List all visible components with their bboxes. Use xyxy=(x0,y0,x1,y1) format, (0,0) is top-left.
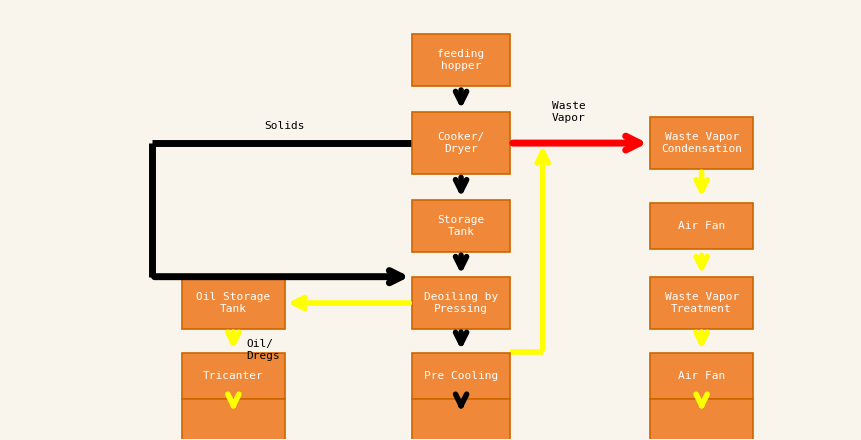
FancyBboxPatch shape xyxy=(412,277,510,329)
Text: Oil Storage
Tank: Oil Storage Tank xyxy=(196,292,270,314)
FancyBboxPatch shape xyxy=(649,277,753,329)
Text: Air Fan: Air Fan xyxy=(678,221,724,231)
Text: Waste Vapor
Treatment: Waste Vapor Treatment xyxy=(664,292,738,314)
Text: Pre Cooling: Pre Cooling xyxy=(424,371,498,381)
Text: Storage
Tank: Storage Tank xyxy=(437,215,484,237)
Text: Deoiling by
Pressing: Deoiling by Pressing xyxy=(424,292,498,314)
FancyBboxPatch shape xyxy=(182,352,285,399)
Text: Cooker/
Dryer: Cooker/ Dryer xyxy=(437,132,484,154)
Text: Tricanter: Tricanter xyxy=(203,371,263,381)
FancyBboxPatch shape xyxy=(649,117,753,169)
FancyBboxPatch shape xyxy=(412,112,510,174)
FancyBboxPatch shape xyxy=(649,399,753,440)
FancyBboxPatch shape xyxy=(649,203,753,249)
Text: Waste Vapor
Condensation: Waste Vapor Condensation xyxy=(660,132,741,154)
Text: Air Fan: Air Fan xyxy=(678,371,724,381)
Text: Oil/
Dregs: Oil/ Dregs xyxy=(246,339,280,361)
FancyBboxPatch shape xyxy=(412,352,510,399)
FancyBboxPatch shape xyxy=(412,34,510,86)
FancyBboxPatch shape xyxy=(412,399,510,440)
FancyBboxPatch shape xyxy=(182,399,285,440)
Text: feeding
hopper: feeding hopper xyxy=(437,49,484,71)
FancyBboxPatch shape xyxy=(182,277,285,329)
FancyBboxPatch shape xyxy=(412,200,510,253)
FancyBboxPatch shape xyxy=(649,352,753,399)
Text: Solids: Solids xyxy=(264,121,305,131)
Text: Waste
Vapor: Waste Vapor xyxy=(551,101,585,123)
